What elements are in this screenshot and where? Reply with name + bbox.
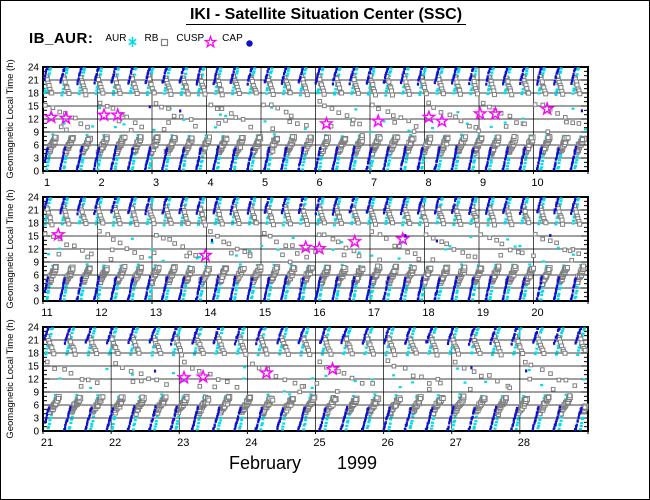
cusp-points bbox=[43, 100, 555, 385]
svg-text:3: 3 bbox=[33, 154, 39, 165]
x-ticks bbox=[42, 171, 589, 174]
day-labels: 21 22 23 24 25 26 27 28 bbox=[41, 437, 530, 449]
day-labels: 1 2 3 4 5 6 7 8 9 10 bbox=[44, 177, 544, 189]
svg-text:0: 0 bbox=[33, 297, 39, 308]
svg-text:5: 5 bbox=[262, 177, 268, 189]
svg-text:15: 15 bbox=[28, 362, 40, 373]
legend: AUR RB CUSP CAP bbox=[105, 33, 260, 48]
svg-text:20: 20 bbox=[531, 307, 543, 319]
y-axis-title: Geomagnetic Local Time (h) bbox=[5, 189, 16, 308]
x-ticks bbox=[42, 301, 589, 304]
svg-text:24: 24 bbox=[28, 63, 40, 74]
date-caption: February 1999 bbox=[1, 453, 605, 474]
page-title: IKI - Satellite Situation Center (SSC) bbox=[185, 6, 467, 25]
x-ticks bbox=[42, 431, 589, 434]
legend-row: IB_AUR: AUR RB CUSP CAP bbox=[29, 30, 261, 48]
svg-text:6: 6 bbox=[33, 271, 39, 282]
svg-text:8: 8 bbox=[425, 177, 431, 189]
y-tick-labels: 0 3 6 9 12 15 18 21 24 bbox=[28, 63, 40, 178]
svg-text:3: 3 bbox=[153, 177, 159, 189]
svg-text:24: 24 bbox=[28, 193, 40, 204]
svg-text:22: 22 bbox=[109, 437, 121, 449]
y-tick-labels: 0 3 6 9 12 15 18 21 24 bbox=[28, 193, 40, 308]
svg-text:17: 17 bbox=[368, 307, 380, 319]
svg-text:18: 18 bbox=[28, 89, 40, 100]
svg-text:21: 21 bbox=[28, 336, 40, 347]
day-labels: 11 12 13 14 15 16 17 18 19 20 bbox=[41, 307, 543, 319]
svg-text:16: 16 bbox=[313, 307, 325, 319]
svg-text:4: 4 bbox=[207, 177, 213, 189]
filled-circle-icon bbox=[246, 40, 253, 47]
svg-text:6: 6 bbox=[33, 401, 39, 412]
cap-points bbox=[43, 67, 584, 431]
svg-text:11: 11 bbox=[41, 307, 52, 319]
svg-text:24: 24 bbox=[245, 437, 257, 449]
legend-item-label: CUSP bbox=[176, 33, 205, 44]
legend-item-cap: CAP bbox=[222, 33, 259, 48]
legend-item-rb: RB bbox=[144, 33, 174, 48]
svg-text:1: 1 bbox=[44, 177, 50, 189]
svg-text:21: 21 bbox=[41, 437, 53, 449]
svg-text:3: 3 bbox=[33, 414, 39, 425]
svg-text:13: 13 bbox=[150, 307, 162, 319]
svg-text:18: 18 bbox=[28, 219, 40, 230]
svg-text:10: 10 bbox=[531, 177, 543, 189]
open-star-icon bbox=[204, 35, 218, 48]
y-tick-labels: 0 3 6 9 12 15 18 21 24 bbox=[28, 323, 40, 438]
svg-text:9: 9 bbox=[33, 128, 39, 139]
svg-text:14: 14 bbox=[204, 307, 216, 319]
svg-text:9: 9 bbox=[33, 258, 39, 269]
rb-points bbox=[42, 73, 589, 418]
svg-text:18: 18 bbox=[28, 349, 40, 360]
svg-text:21: 21 bbox=[28, 76, 40, 87]
svg-text:12: 12 bbox=[95, 307, 107, 319]
svg-text:7: 7 bbox=[371, 177, 377, 189]
legend-item-aur: AUR bbox=[105, 33, 142, 48]
legend-item-cusp: CUSP bbox=[176, 33, 220, 48]
svg-text:0: 0 bbox=[33, 167, 39, 178]
svg-text:12: 12 bbox=[28, 115, 40, 126]
legend-item-label: AUR bbox=[105, 33, 127, 44]
svg-text:3: 3 bbox=[33, 284, 39, 295]
svg-text:9: 9 bbox=[33, 388, 39, 399]
svg-text:15: 15 bbox=[28, 232, 40, 243]
y-axis-title: Geomagnetic Local Time (h) bbox=[5, 319, 16, 438]
svg-text:6: 6 bbox=[316, 177, 322, 189]
svg-text:12: 12 bbox=[28, 375, 40, 386]
open-square-icon bbox=[161, 38, 169, 47]
svg-text:6: 6 bbox=[33, 141, 39, 152]
asterisk-icon bbox=[128, 37, 138, 47]
svg-text:12: 12 bbox=[28, 245, 40, 256]
svg-text:26: 26 bbox=[382, 437, 394, 449]
svg-text:0: 0 bbox=[33, 427, 39, 438]
svg-text:21: 21 bbox=[28, 206, 40, 217]
legend-item-label: CAP bbox=[222, 33, 243, 44]
svg-text:27: 27 bbox=[450, 437, 462, 449]
svg-text:9: 9 bbox=[480, 177, 486, 189]
svg-text:15: 15 bbox=[259, 307, 271, 319]
month-label: February bbox=[228, 453, 301, 473]
svg-text:24: 24 bbox=[28, 323, 40, 334]
y-axis-title: Geomagnetic Local Time (h) bbox=[5, 59, 16, 178]
svg-text:28: 28 bbox=[518, 437, 530, 449]
svg-text:2: 2 bbox=[98, 177, 104, 189]
legend-item-label: RB bbox=[144, 33, 159, 44]
svg-text:23: 23 bbox=[177, 437, 189, 449]
title-wrap: IKI - Satellite Situation Center (SSC) bbox=[1, 6, 649, 25]
year-label: 1999 bbox=[336, 453, 378, 473]
svg-text:15: 15 bbox=[28, 102, 40, 113]
svg-text:25: 25 bbox=[313, 437, 325, 449]
svg-text:19: 19 bbox=[477, 307, 489, 319]
svg-text:18: 18 bbox=[422, 307, 434, 319]
dataset-label: IB_AUR: bbox=[29, 30, 94, 47]
